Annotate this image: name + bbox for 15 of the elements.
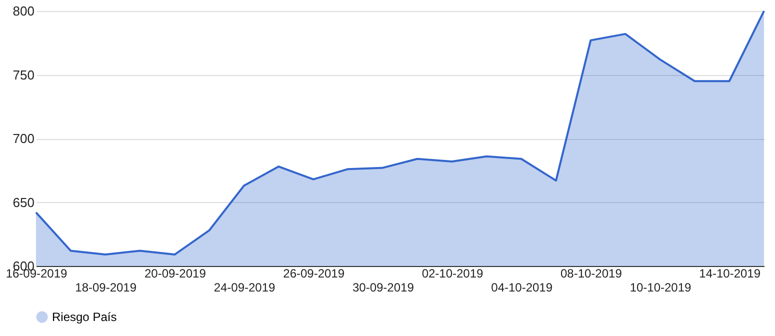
y-tick-label: 750 bbox=[12, 67, 34, 82]
x-tick-label: 10-10-2019 bbox=[630, 280, 692, 294]
legend-label: Riesgo País bbox=[52, 310, 117, 324]
y-tick-label: 800 bbox=[12, 4, 34, 18]
x-tick-label: 14-10-2019 bbox=[699, 266, 761, 280]
x-tick-label: 24-09-2019 bbox=[214, 280, 276, 294]
x-tick-label: 08-10-2019 bbox=[560, 266, 622, 280]
x-tick-label: 02-10-2019 bbox=[422, 266, 484, 280]
x-tick-label: 20-09-2019 bbox=[144, 266, 206, 280]
x-tick-label: 04-10-2019 bbox=[491, 280, 553, 294]
y-tick-label: 650 bbox=[12, 194, 34, 210]
x-tick-label: 30-09-2019 bbox=[352, 280, 414, 294]
x-tick-label: 18-09-2019 bbox=[75, 280, 137, 294]
x-tick-label: 26-09-2019 bbox=[283, 266, 345, 280]
y-tick-label: 700 bbox=[12, 131, 34, 146]
